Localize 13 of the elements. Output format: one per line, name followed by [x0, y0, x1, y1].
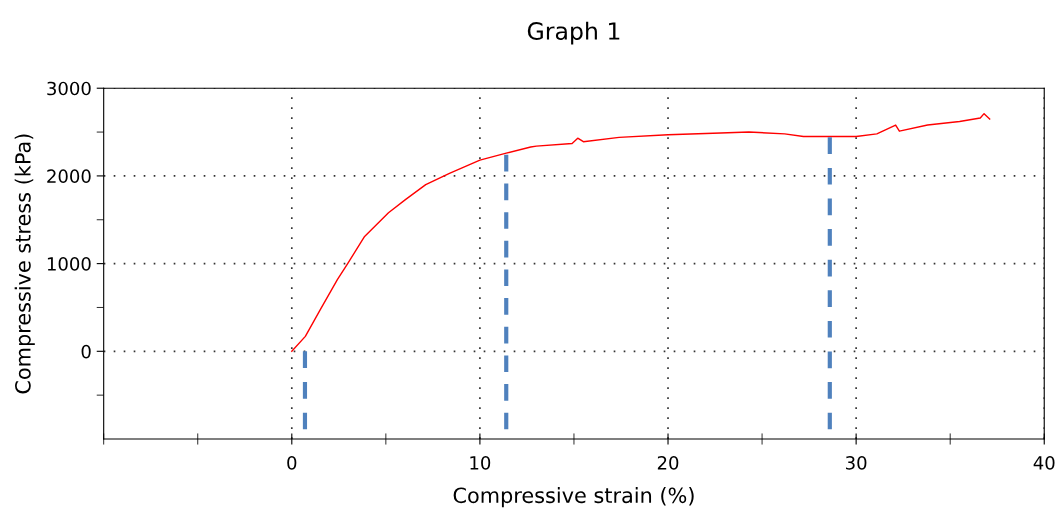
x-axis-title: Compressive strain (%) — [453, 487, 694, 508]
x-tick-label: 20 — [657, 455, 679, 470]
y-tick-label: 2000 — [47, 169, 91, 184]
line-series — [291, 112, 991, 353]
y-tick-label: 3000 — [47, 81, 91, 96]
y-tick-label: 1000 — [47, 257, 91, 271]
x-tick-label: 40 — [1033, 455, 1055, 470]
chart-title: Graph 1 — [527, 21, 620, 45]
x-tick-label: 30 — [846, 455, 867, 470]
x-tick-label: 10 — [470, 455, 491, 470]
y-tick-label: 0 — [81, 344, 91, 359]
y-axis-title: Compressive stress (kPa) — [14, 134, 35, 394]
x-tick-label: 0 — [287, 455, 297, 470]
